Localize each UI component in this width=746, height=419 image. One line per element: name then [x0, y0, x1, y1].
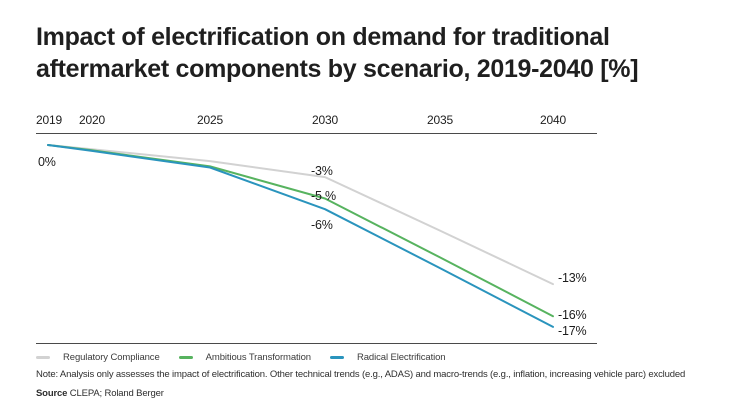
radical-electrification-line-swatch: [329, 356, 344, 359]
axis-rule-top: [36, 133, 597, 134]
value-label: -5 %: [311, 189, 336, 203]
source-line: Source CLEPA; Roland Berger: [36, 388, 164, 399]
series-line-ambitious-transformation: [47, 144, 554, 318]
legend-item-radical-electrification: Radical Electrification: [329, 352, 446, 363]
value-label: 0%: [38, 155, 56, 169]
value-label: -6%: [311, 218, 333, 232]
ambitious-transformation-line-swatch: [178, 356, 193, 359]
x-axis-label-2030: 2030: [312, 113, 338, 127]
legend-label: Regulatory Compliance: [63, 352, 160, 363]
legend: Regulatory Compliance Ambitious Transfor…: [36, 352, 446, 363]
legend-label: Ambitious Transformation: [205, 352, 311, 363]
x-axis-label-2019: 2019: [36, 113, 62, 127]
x-axis-label-2040: 2040: [540, 113, 566, 127]
series-line-radical-electrification: [47, 144, 554, 328]
x-axis-label-2035: 2035: [427, 113, 453, 127]
value-label: -13%: [558, 271, 587, 285]
legend-item-ambitious-transformation: Ambitious Transformation: [178, 352, 311, 363]
value-label: -3%: [311, 164, 333, 178]
chart-title: Impact of electrification on demand for …: [36, 23, 639, 83]
value-label: -16%: [558, 308, 587, 322]
x-axis-label-2020: 2020: [79, 113, 105, 127]
footnote: Note: Analysis only assesses the impact …: [36, 369, 686, 380]
x-axis: 2019 2020 2025 2030 2035 2040: [0, 113, 746, 129]
legend-item-regulatory-compliance: Regulatory Compliance: [36, 352, 160, 363]
series-line-regulatory-compliance: [47, 144, 554, 286]
source-label: Source: [36, 388, 68, 399]
axis-rule-bottom: [36, 343, 597, 344]
x-axis-label-2025: 2025: [197, 113, 223, 127]
source-text: CLEPA; Roland Berger: [67, 388, 164, 399]
regulatory-compliance-line-swatch: [36, 356, 50, 359]
legend-label: Radical Electrification: [356, 352, 446, 363]
value-label: -17%: [558, 324, 587, 338]
